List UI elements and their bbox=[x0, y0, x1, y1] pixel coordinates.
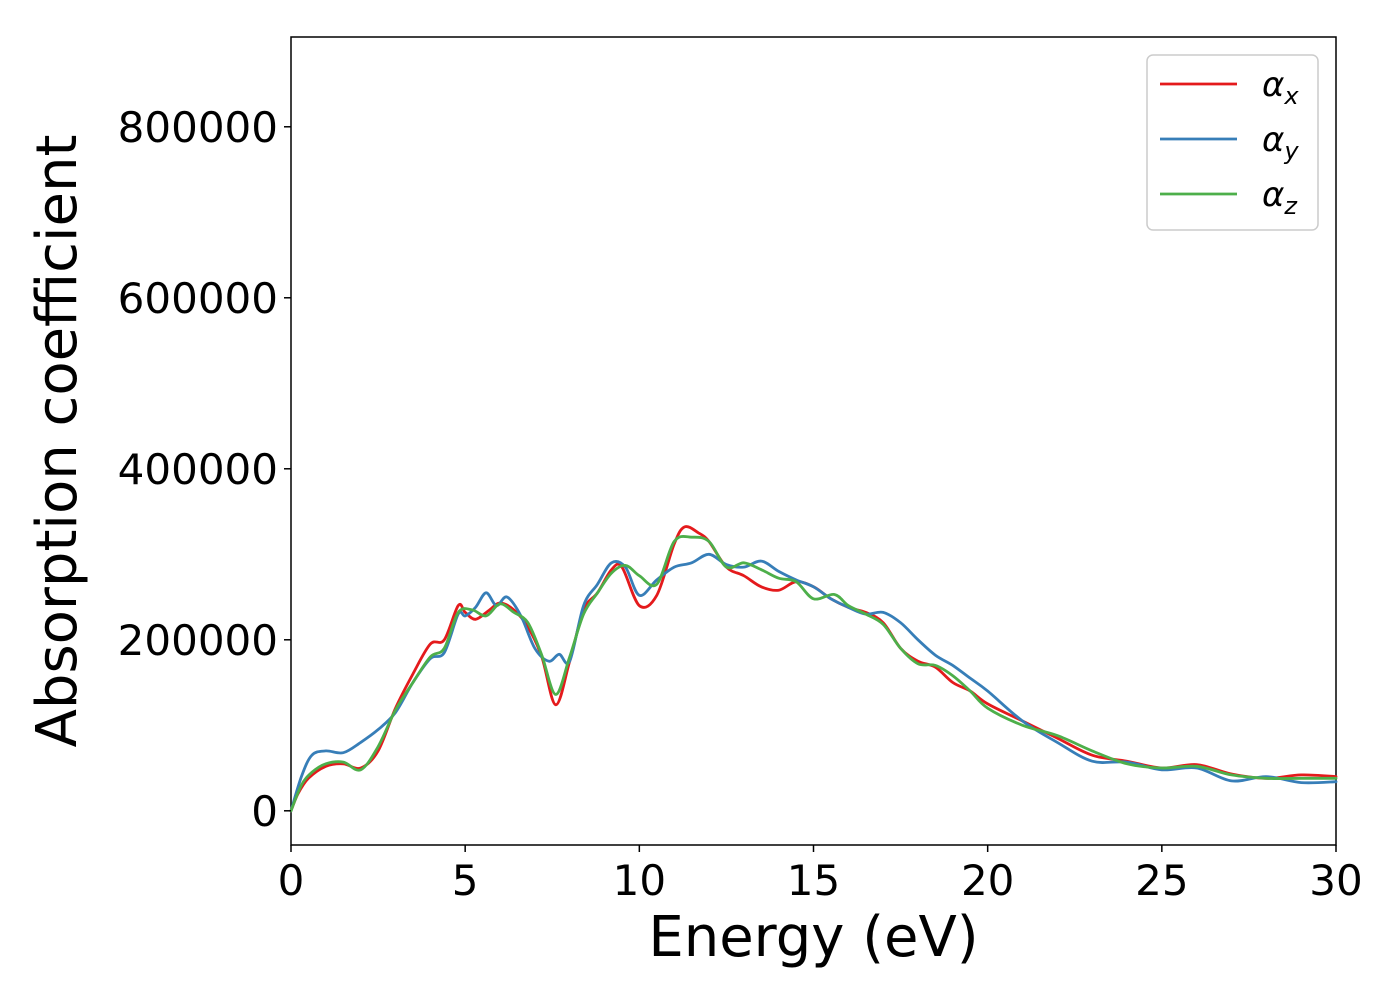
y-axis-label: Absorption coefficient bbox=[25, 135, 90, 748]
series-lines bbox=[289, 525, 1338, 813]
x-tick-label: 0 bbox=[278, 856, 305, 905]
legend-label-y: αy bbox=[1262, 120, 1299, 165]
legend-box bbox=[1146, 54, 1319, 231]
x-tick-label: 25 bbox=[1135, 856, 1188, 905]
x-tick-label: 10 bbox=[613, 856, 666, 905]
legend-label-x: αx bbox=[1262, 65, 1299, 110]
x-axis-label: Energy (eV) bbox=[648, 905, 978, 970]
series-line-x bbox=[289, 525, 1338, 813]
legend-symbol: α bbox=[1262, 120, 1284, 160]
y-axis-ticks: 0 200000 400000 600000 800000 bbox=[118, 103, 291, 836]
y-tick-label: 0 bbox=[251, 787, 278, 836]
x-axis-ticks: 0 5 10 15 20 25 30 bbox=[278, 845, 1363, 905]
legend-symbol: α bbox=[1262, 175, 1284, 215]
y-tick-label: 600000 bbox=[118, 274, 278, 323]
y-tick-label: 400000 bbox=[118, 445, 278, 494]
legend-symbol: α bbox=[1262, 65, 1284, 105]
x-tick-label: 30 bbox=[1309, 856, 1362, 905]
x-tick-label: 20 bbox=[961, 856, 1014, 905]
y-tick-label: 800000 bbox=[118, 103, 278, 152]
legend-subscript: z bbox=[1283, 192, 1298, 220]
x-tick-label: 15 bbox=[787, 856, 840, 905]
legend-subscript: y bbox=[1283, 137, 1299, 165]
series-line-y bbox=[289, 552, 1338, 813]
legend-label-z: αz bbox=[1262, 175, 1298, 220]
legend-subscript: x bbox=[1283, 82, 1299, 110]
y-tick-label: 200000 bbox=[118, 616, 278, 665]
series-line-z bbox=[289, 534, 1338, 813]
x-tick-label: 5 bbox=[452, 856, 479, 905]
